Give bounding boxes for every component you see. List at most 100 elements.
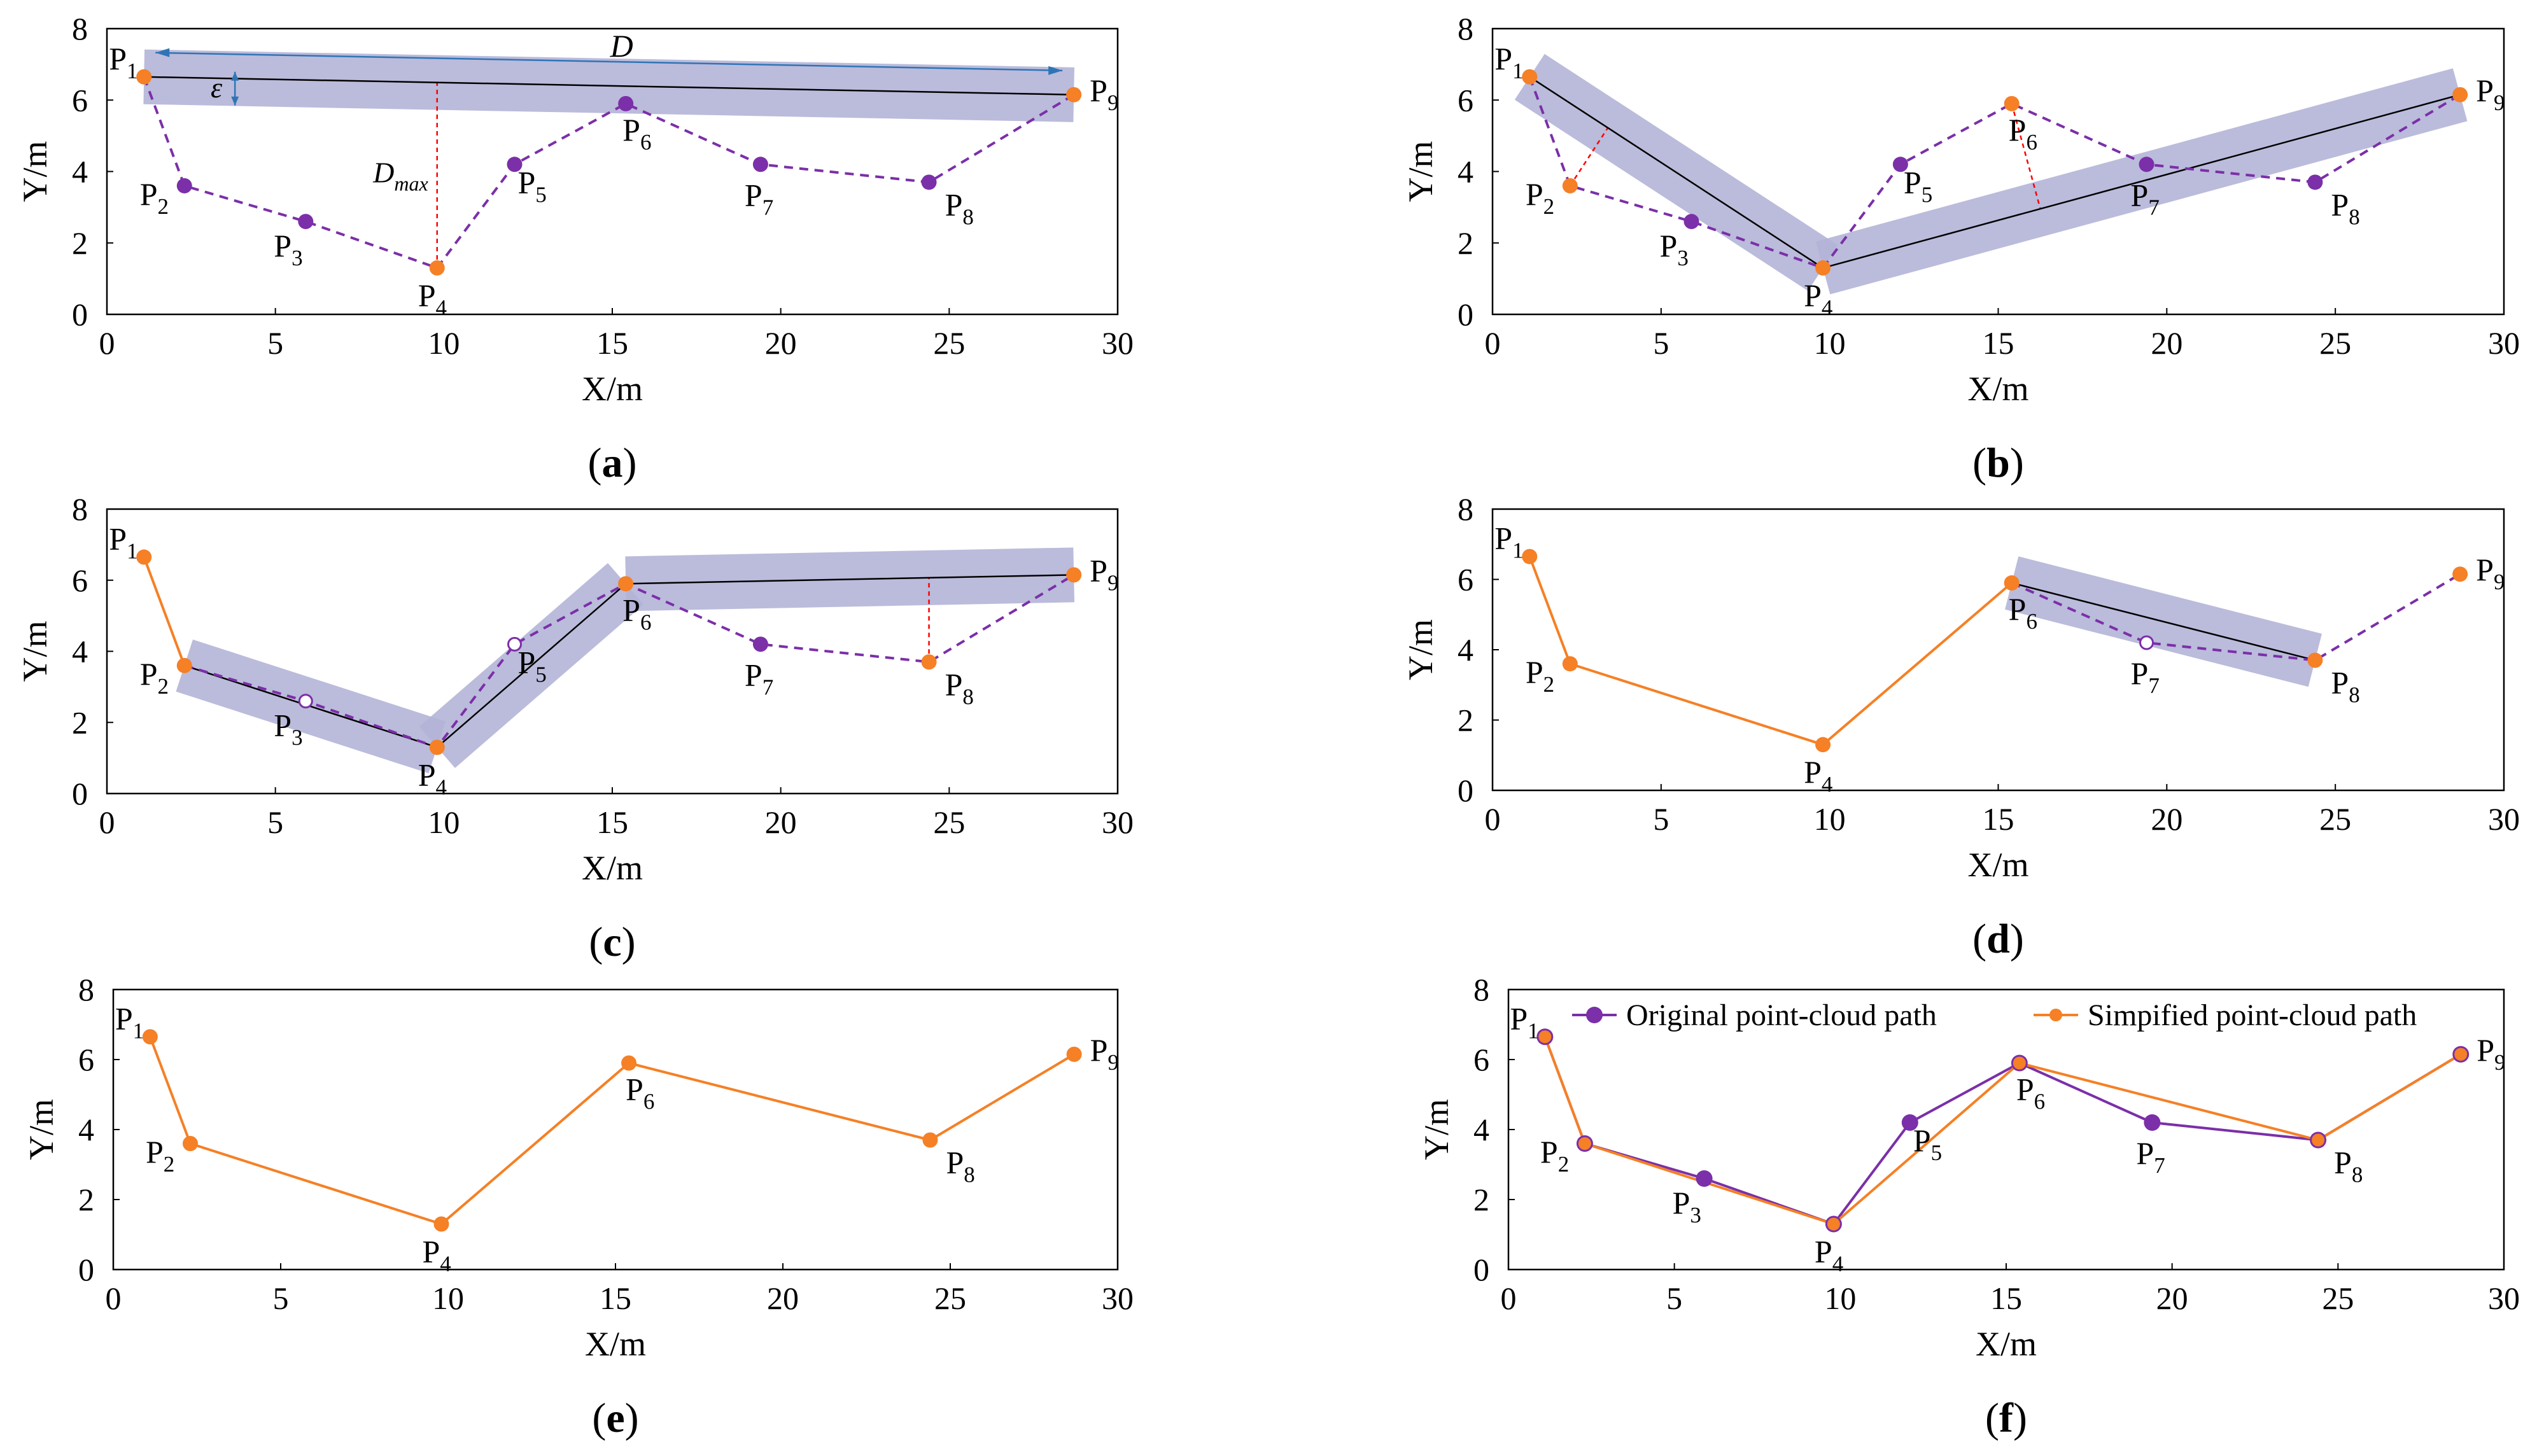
original-point-marker (2139, 157, 2154, 172)
kept-point-marker (2004, 95, 2020, 111)
panel-caption: (c) (589, 919, 635, 965)
y-tick-label: 4 (72, 634, 88, 669)
kept-point-marker (429, 260, 445, 276)
x-tick-label: 25 (2319, 325, 2351, 361)
kept-point-marker (921, 654, 937, 670)
point-label-p4: P4 (422, 1234, 451, 1277)
x-tick-label: 15 (596, 325, 628, 361)
point-label-p3: P3 (274, 228, 302, 270)
x-axis-label: X/m (582, 849, 643, 887)
kept-point-marker (429, 739, 445, 755)
x-tick-label: 10 (432, 1280, 464, 1316)
distance-line (1569, 127, 1609, 186)
kept-point-marker (176, 657, 192, 673)
x-tick-label: 10 (1814, 325, 1846, 361)
baseline-segment (144, 76, 1074, 96)
point-label-p1: P1 (1494, 41, 1523, 83)
x-axis-label: X/m (582, 370, 643, 408)
simplified-path-line (1543, 1036, 2462, 1226)
point-label-p7: P7 (2131, 655, 2160, 698)
point-label-p5: P5 (1904, 164, 1932, 207)
x-tick-label: 30 (1102, 1280, 1134, 1316)
original-point-marker (752, 157, 768, 172)
point-label-p8: P8 (946, 1145, 974, 1187)
y-tick-label: 8 (1458, 491, 1473, 527)
y-tick-label: 4 (1458, 632, 1473, 668)
point-label-p9: P9 (2477, 1032, 2505, 1075)
x-tick-label: 5 (273, 1280, 289, 1316)
kept-point-marker (182, 1136, 198, 1151)
panel-b: 0 5 10 15 20 25 3002468X/mY/m(b)P1P2P3P4P5P6P7… (1402, 11, 2520, 486)
x-tick-label: 0 (99, 325, 115, 361)
x-tick-label: 5 (1666, 1280, 1682, 1316)
y-tick-label: 8 (78, 972, 94, 1007)
point-label-p6: P6 (2009, 112, 2037, 155)
kept-point-marker (2307, 652, 2323, 668)
original-point-marker (176, 178, 192, 193)
kept-point-marker (1522, 69, 1538, 85)
point-label-p2: P2 (140, 656, 169, 699)
x-axis-label: X/m (585, 1325, 646, 1363)
point-label-p2: P2 (1526, 654, 1554, 697)
legend-label-simplified: Simpified point-cloud path (2088, 998, 2417, 1032)
d-arrow-line (155, 52, 1063, 72)
x-tick-label: 5 (267, 804, 283, 840)
point-label-p7: P7 (745, 177, 773, 220)
panel-caption: (f) (1985, 1395, 2027, 1441)
y-tick-label: 0 (1458, 773, 1473, 808)
kept-point-marker (618, 576, 634, 592)
y-tick-label: 2 (72, 704, 88, 740)
kept-point-marker (1815, 260, 1831, 276)
simplified-point-marker (2454, 1047, 2468, 1061)
x-tick-label: 20 (767, 1280, 799, 1316)
y-tick-label: 8 (1473, 972, 1489, 1007)
simplified-point-marker (1538, 1030, 1552, 1044)
baseline-segment (1529, 76, 1824, 269)
original-point-marker (1683, 214, 1699, 230)
simplified-point-marker (1578, 1137, 1591, 1150)
x-axis-label: X/m (1976, 1325, 2037, 1363)
y-tick-label: 4 (1458, 154, 1473, 190)
simplified-point-marker (2312, 1133, 2325, 1147)
kept-point-marker (2004, 575, 2020, 591)
plot-frame (112, 988, 1119, 1271)
kept-point-marker (1066, 567, 1082, 583)
original-point-marker (1892, 157, 1908, 172)
x-axis-label: X/m (1967, 846, 2028, 884)
y-tick-label: 8 (72, 11, 88, 46)
y-tick-label: 4 (72, 154, 88, 190)
y-tick-label: 8 (1458, 11, 1473, 46)
x-tick-label: 10 (1824, 1280, 1856, 1316)
point-label-p2: P2 (140, 176, 169, 219)
point-label-p1: P1 (109, 41, 137, 83)
panel-caption: (a) (588, 440, 637, 486)
panel-f: 0 5 10 15 20 25 3002468X/mY/m(f)P1P2P3P4P5P6P7… (1417, 972, 2520, 1441)
y-tick-label: 2 (1458, 225, 1473, 261)
x-tick-label: 0 (1485, 801, 1501, 837)
y-tick-label: 6 (72, 82, 88, 118)
panel-caption: (e) (592, 1395, 638, 1441)
y-tick-label: 6 (72, 563, 88, 598)
x-tick-label: 20 (765, 804, 797, 840)
panel-a: 0 5 10 15 20 25 3002468X/mY/m(a)P1P2P3P4P5P6P7… (16, 11, 1134, 486)
removed-point-marker (298, 694, 313, 709)
point-label-p6: P6 (622, 112, 651, 155)
baseline-segment (436, 583, 626, 748)
point-label-p6: P6 (2016, 1072, 2045, 1114)
baseline-segment (626, 574, 1074, 585)
kept-point-marker (2452, 87, 2468, 102)
point-label-p8: P8 (2331, 665, 2359, 708)
panel-caption: (d) (1972, 916, 2024, 962)
x-tick-label: 25 (934, 1280, 966, 1316)
x-tick-label: 25 (2319, 801, 2351, 837)
x-tick-label: 10 (428, 804, 460, 840)
y-tick-label: 0 (72, 297, 88, 332)
panel-c: 0 5 10 15 20 25 3002468X/mY/m(c)P1P2P3P4P5P6P7… (16, 491, 1134, 965)
panel-caption: (b) (1972, 440, 2024, 486)
y-tick-label: 0 (1473, 1252, 1489, 1287)
x-tick-label: 15 (1990, 1280, 2022, 1316)
epsilon-arrow-head-top (231, 71, 239, 81)
distance-line (2011, 103, 2041, 209)
